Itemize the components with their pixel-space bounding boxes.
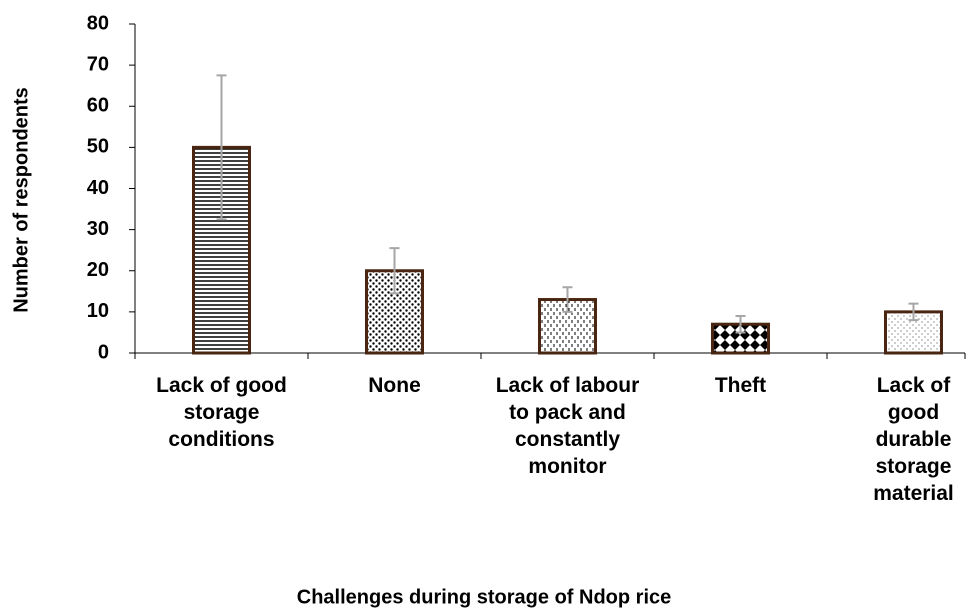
y-tick-label: 80: [87, 12, 109, 34]
y-tick-label: 40: [87, 177, 109, 199]
error-bar: [389, 247, 400, 295]
y-tick-label: 70: [87, 53, 109, 75]
error-bar: [735, 314, 746, 334]
y-axis-label: Number of respondents: [10, 87, 32, 313]
x-tick-label: Theft: [714, 374, 767, 397]
x-tick-label: None: [368, 374, 421, 397]
x-axis-label: Challenges during storage of Ndop rice: [297, 586, 672, 608]
x-tick-label: Lack of labour to pack and constantly mo…: [495, 374, 640, 478]
y-tick-label: 20: [87, 259, 109, 281]
error-bar: [216, 74, 227, 221]
y-tick-label: 0: [98, 341, 109, 363]
y-tick-label: 60: [87, 95, 109, 117]
y-tick-label: 30: [87, 218, 109, 240]
x-tick-label: Lack of good durable storage material: [873, 374, 954, 505]
x-tick-label: Lack of good storage conditions: [156, 374, 287, 451]
y-tick-label: 10: [87, 300, 109, 322]
error-bar: [908, 302, 919, 322]
error-bar: [562, 286, 573, 313]
y-tick-label: 50: [87, 136, 109, 158]
